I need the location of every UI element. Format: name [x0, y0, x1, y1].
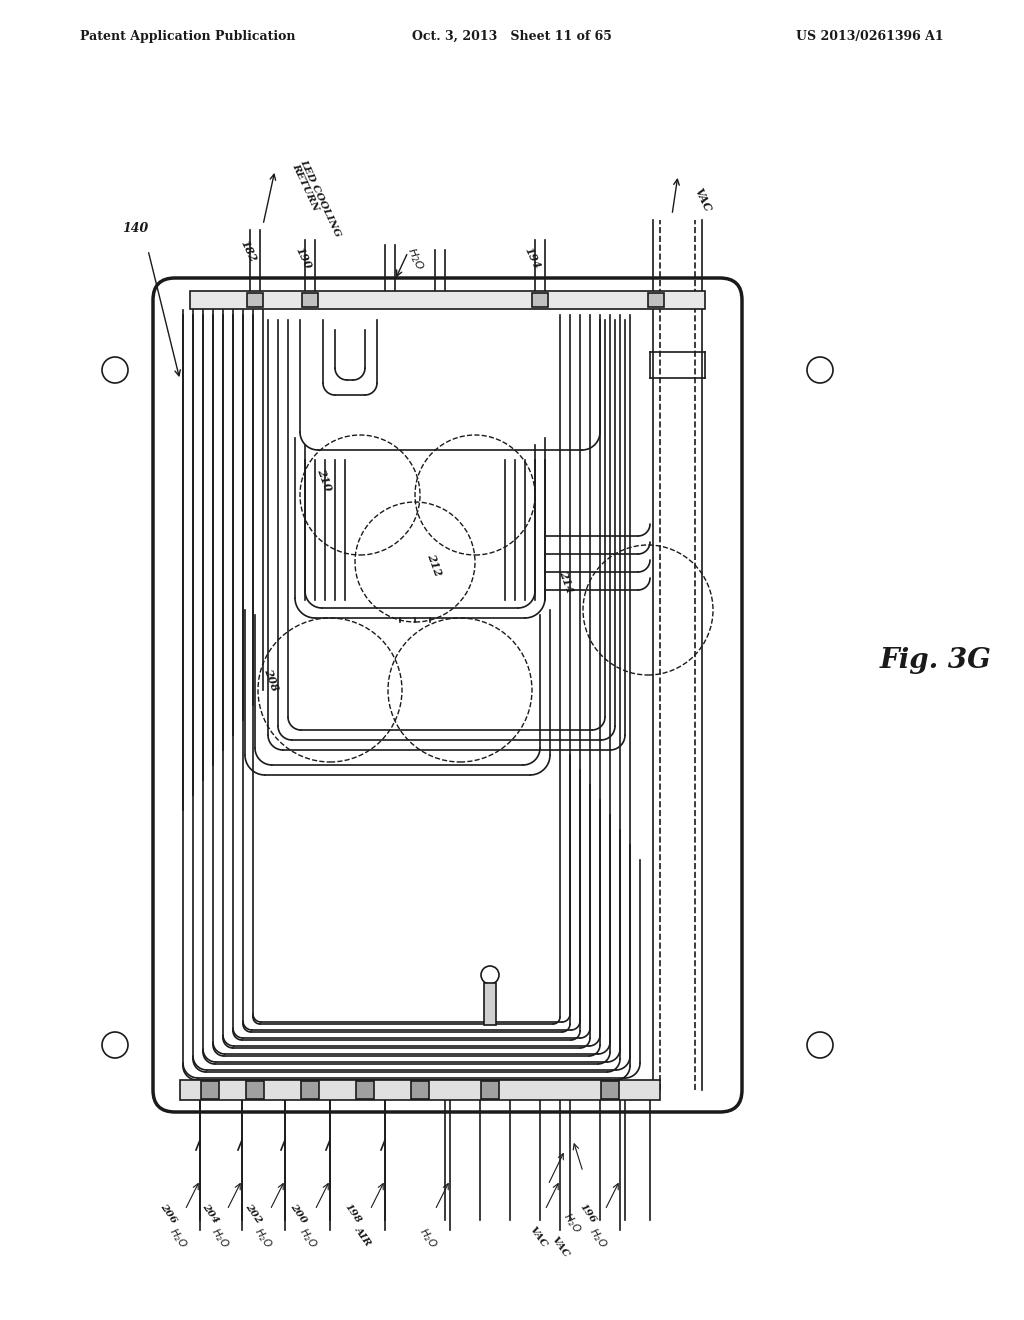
Text: 214: 214 — [557, 569, 575, 595]
Text: 140: 140 — [122, 222, 148, 235]
Text: 206: 206 — [158, 1203, 178, 1225]
Text: 212: 212 — [425, 552, 443, 578]
Text: AIR: AIR — [353, 1225, 373, 1247]
Text: 200: 200 — [288, 1203, 308, 1225]
Bar — [648, 293, 664, 308]
Bar — [302, 293, 318, 308]
Text: Patent Application Publication: Patent Application Publication — [80, 30, 296, 44]
Text: 182: 182 — [239, 238, 258, 264]
Bar — [247, 293, 263, 308]
Text: LED COOLING
RETURN: LED COOLING RETURN — [290, 158, 343, 243]
Bar — [532, 293, 548, 308]
Bar — [301, 1081, 319, 1100]
Text: $H_2O$: $H_2O$ — [403, 246, 426, 272]
Text: 202: 202 — [243, 1203, 263, 1225]
Text: 190: 190 — [293, 246, 313, 271]
Text: $H_2O$: $H_2O$ — [296, 1225, 321, 1251]
Text: $H_2O$: $H_2O$ — [208, 1225, 232, 1251]
Bar — [356, 1081, 374, 1100]
Text: Fig. 3G: Fig. 3G — [880, 647, 992, 673]
Text: VAC: VAC — [527, 1225, 549, 1250]
Text: Oct. 3, 2013   Sheet 11 of 65: Oct. 3, 2013 Sheet 11 of 65 — [412, 30, 612, 44]
Bar — [246, 1081, 264, 1100]
Text: $H_2O$: $H_2O$ — [251, 1225, 275, 1251]
Text: US 2013/0261396 A1: US 2013/0261396 A1 — [797, 30, 944, 44]
Text: 204: 204 — [200, 1203, 220, 1225]
Text: 210: 210 — [315, 467, 333, 492]
Bar — [484, 983, 496, 1026]
Text: 194: 194 — [522, 246, 542, 271]
Bar — [180, 1080, 660, 1100]
Text: 196: 196 — [579, 1203, 598, 1225]
Text: 198: 198 — [343, 1203, 362, 1225]
Bar — [601, 1081, 618, 1100]
Bar — [201, 1081, 219, 1100]
Bar — [190, 290, 705, 309]
Text: $H_2O$: $H_2O$ — [166, 1225, 190, 1251]
Text: $H_2O$: $H_2O$ — [586, 1225, 610, 1251]
Text: $H_2O$: $H_2O$ — [560, 1210, 584, 1237]
Bar — [481, 1081, 499, 1100]
Text: VAC: VAC — [550, 1236, 570, 1259]
Text: 208: 208 — [262, 667, 281, 693]
Bar — [411, 1081, 429, 1100]
Text: $H_2O$: $H_2O$ — [416, 1225, 440, 1251]
Text: VAC: VAC — [693, 186, 714, 214]
